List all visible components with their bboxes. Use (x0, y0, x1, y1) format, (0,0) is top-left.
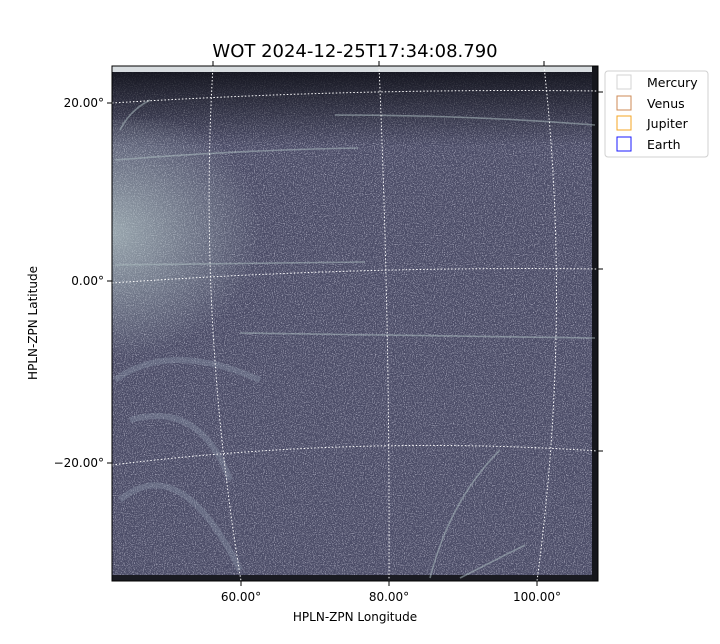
legend-swatch (616, 136, 632, 152)
legend: Mercury Venus Jupiter Earth (604, 70, 709, 158)
legend-item-jupiter: Jupiter (616, 115, 689, 131)
legend-item-earth: Earth (616, 136, 681, 152)
y-tick-label: 20.00° (64, 96, 104, 110)
legend-label: Mercury (647, 75, 698, 90)
y-tick-label: −20.00° (54, 456, 104, 470)
x-axis-label: HPLN-ZPN Longitude (293, 610, 417, 624)
legend-item-mercury: Mercury (616, 74, 698, 90)
chart-title: WOT 2024-12-25T17:34:08.790 (212, 41, 497, 62)
legend-swatch (616, 74, 632, 90)
legend-swatch (616, 95, 632, 111)
legend-label: Jupiter (646, 116, 689, 131)
x-tick-label: 100.00° (513, 590, 561, 604)
x-tick-label: 80.00° (369, 590, 409, 604)
legend-label: Earth (647, 137, 681, 152)
x-tick-label: 60.00° (221, 590, 261, 604)
legend-item-venus: Venus (616, 95, 685, 111)
solar-image (112, 66, 598, 581)
legend-swatch (616, 115, 632, 131)
axes-frame (111, 65, 599, 582)
y-axis-label: HPLN-ZPN Latitude (26, 266, 40, 380)
y-tick-label: 0.00° (71, 274, 104, 288)
grid-lines (112, 66, 598, 581)
legend-label: Venus (647, 96, 685, 111)
ticks (107, 61, 603, 586)
